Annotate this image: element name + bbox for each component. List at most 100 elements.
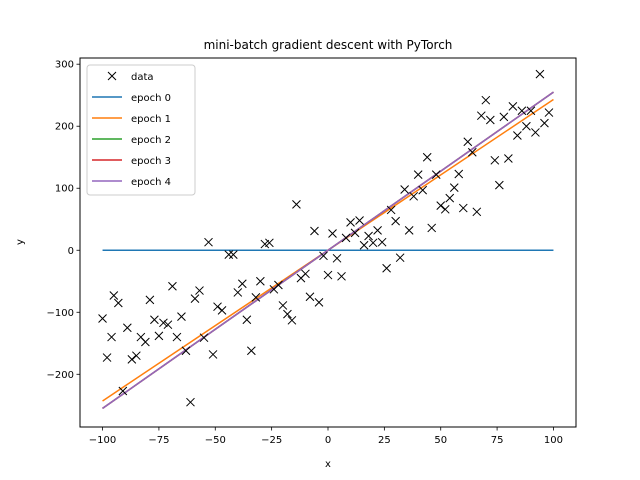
- data-point: [319, 251, 328, 261]
- plot-points: [98, 69, 554, 407]
- data-point: [154, 331, 164, 341]
- data-point: [359, 240, 369, 250]
- y-tick-label: 100: [55, 184, 74, 195]
- y-axis: −200 −100 0 100 200 300: [47, 60, 80, 381]
- data-point: [431, 170, 441, 179]
- x-tick-label: −75: [148, 435, 169, 446]
- x-axis-label: x: [325, 459, 331, 470]
- x-tick-label: 25: [378, 435, 391, 446]
- data-point: [118, 386, 128, 396]
- data-point: [427, 223, 437, 233]
- data-point: [163, 320, 173, 330]
- legend-marker-data: [107, 71, 117, 81]
- data-point: [404, 226, 414, 235]
- data-point: [422, 152, 432, 162]
- y-tick-label: 200: [55, 122, 74, 133]
- data-point: [485, 115, 495, 125]
- data-point: [141, 337, 150, 347]
- data-point: [278, 301, 288, 310]
- data-point: [195, 286, 204, 295]
- data-point: [517, 106, 527, 116]
- data-point: [463, 137, 473, 147]
- data-point: [159, 318, 168, 328]
- data-point: [107, 332, 116, 342]
- y-tick-label: −200: [47, 370, 74, 381]
- data-point: [213, 302, 222, 312]
- legend-label-epoch-0: epoch 0: [131, 93, 171, 104]
- data-point: [237, 279, 247, 289]
- data-point: [481, 95, 491, 105]
- data-point: [102, 353, 112, 362]
- data-point: [310, 226, 319, 236]
- data-point: [368, 238, 378, 248]
- data-point: [540, 118, 549, 128]
- x-tick-label: 0: [325, 435, 331, 446]
- data-point: [122, 323, 132, 333]
- data-point: [323, 270, 333, 280]
- x-tick-label: 100: [544, 435, 563, 446]
- legend-label-epoch-1: epoch 1: [131, 114, 171, 125]
- data-point: [504, 154, 513, 163]
- y-axis-label: y: [15, 239, 26, 245]
- data-point: [242, 315, 252, 325]
- data-point: [436, 201, 446, 210]
- data-point: [127, 355, 137, 364]
- legend-label-epoch-2: epoch 2: [131, 135, 171, 146]
- data-point: [132, 351, 141, 361]
- data-point: [472, 207, 482, 217]
- data-point: [199, 333, 209, 343]
- data-point: [208, 350, 218, 359]
- data-point: [113, 298, 123, 308]
- data-point: [377, 237, 387, 247]
- data-point: [186, 397, 195, 407]
- legend-label-data: data: [131, 72, 154, 83]
- data-point: [508, 102, 518, 111]
- data-point: [224, 250, 234, 259]
- data-point: [494, 180, 504, 190]
- x-tick-label: 75: [491, 435, 504, 446]
- data-point: [292, 200, 301, 209]
- data-point: [454, 169, 464, 179]
- y-tick-label: 300: [55, 60, 74, 71]
- plot-lines: [102, 91, 554, 410]
- data-point: [274, 280, 283, 290]
- data-point: [341, 233, 351, 243]
- data-point: [386, 205, 396, 215]
- data-point: [346, 217, 355, 227]
- y-tick-label: −100: [47, 308, 74, 319]
- data-point: [382, 263, 391, 273]
- data-point: [458, 203, 468, 213]
- data-point: [145, 295, 155, 305]
- data-point: [364, 231, 373, 241]
- data-point: [301, 269, 310, 279]
- data-point: [409, 191, 419, 201]
- legend-box: [86, 64, 196, 196]
- legend-label-epoch-3: epoch 3: [131, 156, 171, 167]
- data-point: [395, 253, 405, 263]
- data-point: [181, 346, 191, 356]
- data-point: [535, 69, 545, 79]
- data-point: [499, 112, 509, 122]
- chart-title: mini-batch gradient descent with PyTorch: [204, 38, 453, 52]
- y-tick-label: 0: [68, 246, 74, 257]
- legend-label-epoch-4: epoch 4: [131, 177, 171, 188]
- data-point: [490, 155, 500, 165]
- data-point: [256, 276, 265, 286]
- data-point: [314, 297, 324, 307]
- data-point: [373, 226, 382, 235]
- data-point: [391, 216, 400, 226]
- data-point: [544, 108, 554, 117]
- data-point: [350, 228, 360, 238]
- data-point: [246, 346, 256, 356]
- data-point: [283, 309, 292, 319]
- data-point: [355, 216, 364, 225]
- data-point: [98, 314, 107, 323]
- data-point: [172, 332, 182, 342]
- data-point: [204, 237, 213, 247]
- data-point: [476, 111, 486, 121]
- data-point: [168, 281, 177, 291]
- data-point: [328, 229, 337, 238]
- data-point: [251, 293, 261, 302]
- data-point: [190, 294, 200, 303]
